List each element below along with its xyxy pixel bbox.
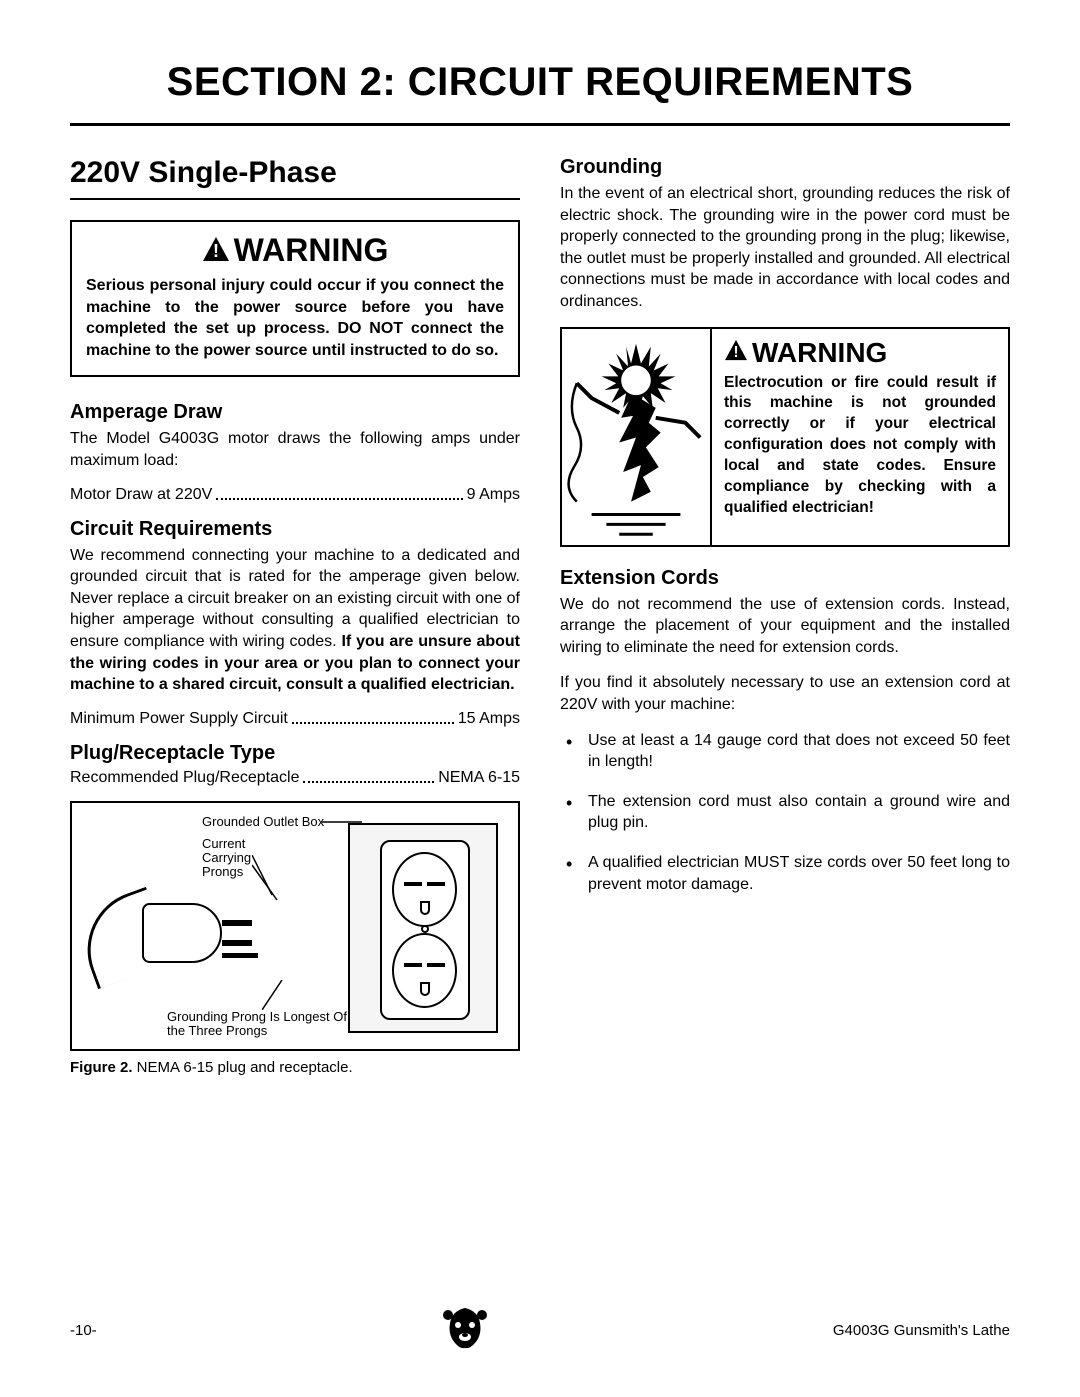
amperage-heading: Amperage Draw <box>70 401 520 424</box>
grounding-body: In the event of an electrical short, gro… <box>560 183 1010 313</box>
page-number: -10- <box>70 1322 97 1339</box>
dot-leader <box>216 486 462 500</box>
grounding-heading: Grounding <box>560 156 1010 179</box>
electrocution-icon <box>562 329 710 546</box>
warning2-label: WARNING <box>752 337 887 369</box>
warning-triangle-icon: ! <box>724 339 748 367</box>
circuit-heading: Circuit Requirements <box>70 518 520 541</box>
spec-value: NEMA 6-15 <box>438 769 520 787</box>
plug-body <box>142 903 222 963</box>
extension-p1: We do not recommend the use of extension… <box>560 594 1010 659</box>
warning-triangle-icon: ! <box>202 236 230 266</box>
footer-logo <box>440 1303 490 1357</box>
socket-top <box>392 852 457 927</box>
extension-bullet: A qualified electrician MUST size cords … <box>560 852 1010 895</box>
ground-prong-label: Grounding Prong Is Longest Of the Three … <box>167 1010 367 1039</box>
figure-number: Figure 2. <box>70 1059 133 1076</box>
figure-caption: Figure 2. NEMA 6-15 plug and receptacle. <box>70 1059 520 1076</box>
plug-figure: Grounded Outlet Box Current Carrying Pro… <box>70 801 520 1051</box>
spec-label: Recommended Plug/Receptacle <box>70 769 299 787</box>
left-column: 220V Single-Phase ! WARNING Serious pers… <box>70 156 520 1096</box>
outlet-box-label: Grounded Outlet Box <box>202 815 324 829</box>
extension-bullet: Use at least a 14 gauge cord that does n… <box>560 730 1010 773</box>
prongs-label: Current Carrying Prongs <box>202 837 262 880</box>
warning2-text: Electrocution or fire could result if th… <box>724 373 996 519</box>
warning-text: Serious personal injury could occur if y… <box>86 275 504 361</box>
extension-bullets: Use at least a 14 gauge cord that does n… <box>560 730 1010 896</box>
warning-box-1: ! WARNING Serious personal injury could … <box>70 220 520 377</box>
sub-title: 220V Single-Phase <box>70 156 520 200</box>
circuit-spec: Minimum Power Supply Circuit 15 Amps <box>70 710 520 728</box>
section-title: SECTION 2: CIRCUIT REQUIREMENTS <box>70 60 1010 126</box>
socket-bottom <box>392 933 457 1008</box>
spec-label: Motor Draw at 220V <box>70 486 212 504</box>
outlet-screw <box>421 925 429 933</box>
plug-spec: Recommended Plug/Receptacle NEMA 6-15 <box>70 769 520 787</box>
page-footer: -10- G4003G Gunsmith's Lathe <box>70 1303 1010 1357</box>
shock-figure-panel <box>562 329 712 545</box>
spec-label: Minimum Power Supply Circuit <box>70 710 288 728</box>
figure-text: NEMA 6-15 plug and receptacle. <box>133 1059 353 1076</box>
outlet-plate <box>348 823 498 1033</box>
spec-value: 9 Amps <box>467 486 520 504</box>
content-columns: 220V Single-Phase ! WARNING Serious pers… <box>70 156 1010 1096</box>
spec-value: 15 Amps <box>458 710 520 728</box>
warning-header: ! WARNING <box>86 232 504 269</box>
warning2-content: ! WARNING Electrocution or fire could re… <box>712 329 1008 545</box>
right-column: Grounding In the event of an electrical … <box>560 156 1010 1096</box>
amperage-intro: The Model G4003G motor draws the followi… <box>70 428 520 471</box>
doc-title: G4003G Gunsmith's Lathe <box>833 1322 1010 1339</box>
svg-text:!: ! <box>213 241 219 261</box>
warning2-header: ! WARNING <box>724 337 996 369</box>
amperage-spec: Motor Draw at 220V 9 Amps <box>70 486 520 504</box>
warning-label: WARNING <box>234 232 389 269</box>
warning-box-2: ! WARNING Electrocution or fire could re… <box>560 327 1010 547</box>
extension-bullet: The extension cord must also contain a g… <box>560 791 1010 834</box>
dot-leader <box>303 769 434 783</box>
dot-leader <box>292 710 454 724</box>
extension-p2: If you find it absolutely necessary to u… <box>560 672 1010 715</box>
circuit-body: We recommend connecting your machine to … <box>70 545 520 696</box>
extension-heading: Extension Cords <box>560 567 1010 590</box>
svg-text:!: ! <box>733 343 738 360</box>
plug-heading: Plug/Receptacle Type <box>70 742 520 765</box>
